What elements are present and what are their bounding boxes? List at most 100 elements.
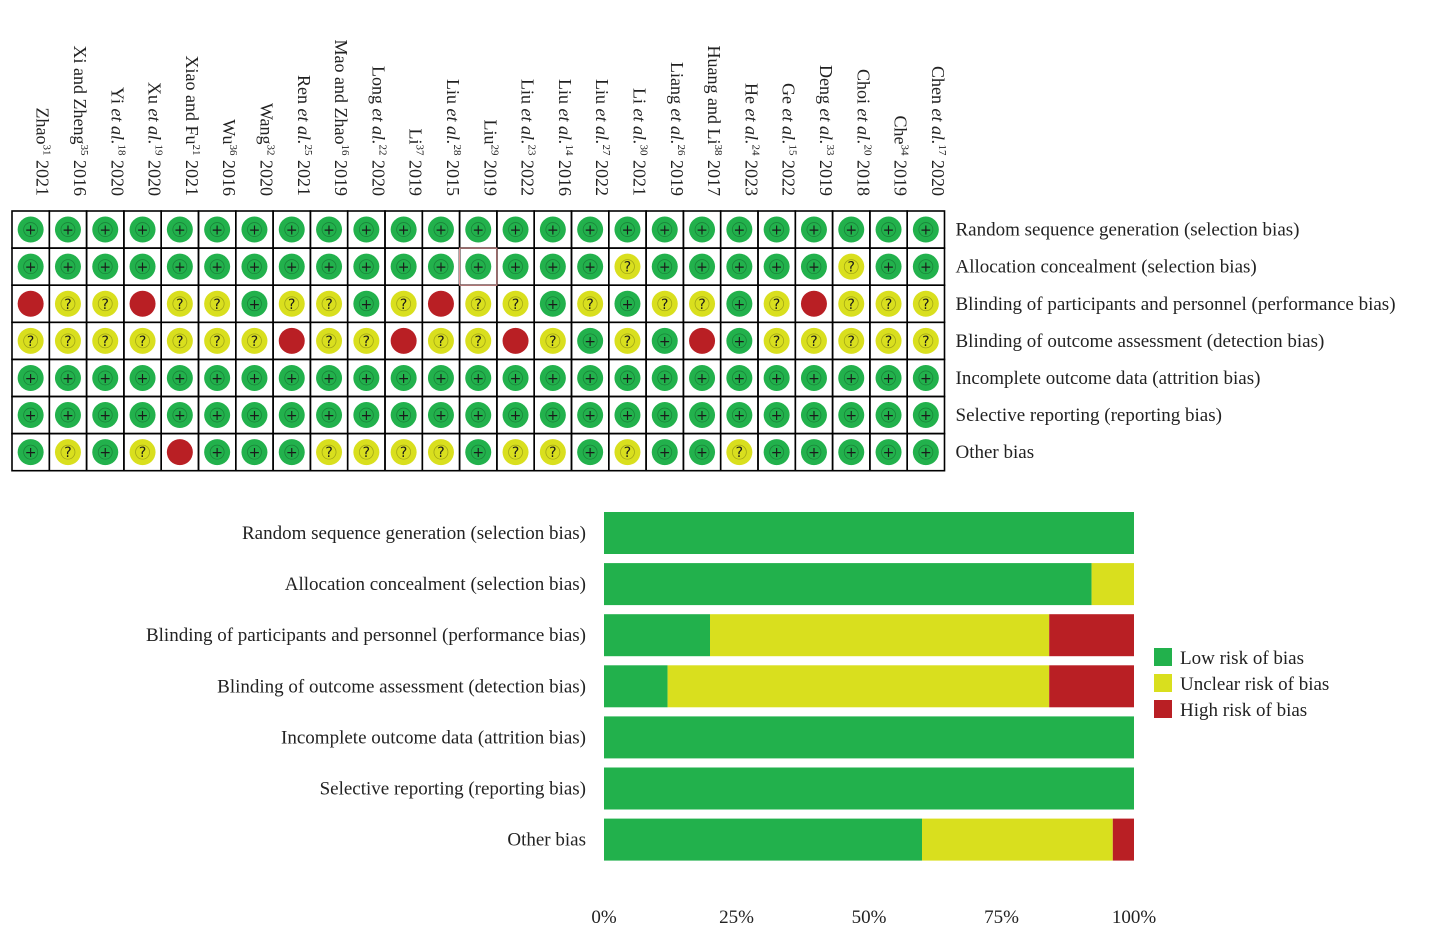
dot-ring	[731, 370, 747, 386]
low-risk-dot: +	[726, 290, 753, 317]
unclear-risk-dot: ?	[166, 327, 193, 354]
low-risk-dot: +	[875, 253, 902, 280]
low-risk-dot-circle	[92, 253, 119, 280]
low-risk-dot: +	[726, 216, 753, 243]
bar-category-label: Selective reporting (reporting bias)	[320, 779, 586, 800]
plus-symbol: +	[547, 297, 559, 313]
unclear-risk-dot-circle	[763, 290, 790, 317]
plus-symbol: +	[249, 223, 261, 239]
question-symbol: ?	[102, 334, 109, 350]
unclear-risk-dot: ?	[539, 439, 566, 466]
low-risk-dot-circle	[92, 402, 119, 429]
dot-ring	[396, 296, 412, 312]
unclear-risk-dot-circle	[502, 290, 529, 317]
low-risk-dot-circle	[912, 216, 939, 243]
x-tick-label: 0%	[591, 907, 617, 928]
dot-ring	[172, 296, 188, 312]
low-risk-dot-circle	[689, 253, 716, 280]
low-risk-dot-circle	[204, 216, 231, 243]
dot-ring	[284, 407, 300, 423]
study-label: Huang and Li38 2017	[704, 46, 724, 196]
low-risk-dot: +	[353, 253, 380, 280]
study-label: Liang et al.26 2019	[667, 62, 687, 196]
low-risk-dot: +	[651, 439, 678, 466]
high-risk-dot	[17, 290, 44, 317]
unclear-risk-dot-circle	[316, 439, 343, 466]
plus-symbol: +	[733, 223, 745, 239]
plus-symbol: +	[845, 371, 857, 387]
low-risk-dot-circle	[241, 364, 268, 391]
dot-ring	[582, 333, 598, 349]
dot-ring	[881, 296, 896, 312]
low-risk-dot-circle	[129, 402, 156, 429]
low-risk-dot: +	[726, 364, 753, 391]
study-label: Zhao31 2021	[33, 108, 53, 196]
dot-ring	[321, 333, 337, 349]
low-risk-dot: +	[614, 290, 641, 317]
plus-symbol: +	[547, 223, 559, 239]
low-risk-dot: +	[92, 439, 119, 466]
low-risk-dot: +	[912, 439, 939, 466]
high-risk-dot-circle	[278, 327, 305, 354]
unclear-risk-dot-circle	[614, 253, 641, 280]
question-symbol: ?	[64, 445, 71, 461]
low-risk-dot: +	[166, 216, 193, 243]
dot-ring	[358, 222, 374, 237]
plus-symbol: +	[249, 371, 261, 387]
plus-symbol: +	[360, 260, 372, 276]
low-risk-dot: +	[800, 216, 827, 243]
low-risk-dot-circle	[17, 216, 44, 243]
low-risk-dot: +	[726, 402, 753, 429]
low-risk-dot: +	[17, 216, 44, 243]
low-risk-dot: +	[129, 253, 156, 280]
question-symbol: ?	[624, 445, 631, 461]
unclear-risk-dot-circle	[502, 439, 529, 466]
dot-ring	[620, 259, 635, 275]
dot-ring	[843, 444, 859, 460]
study-label: Xi and Zheng35 2016	[70, 46, 90, 196]
low-risk-dot: +	[651, 364, 678, 391]
low-risk-dot: +	[502, 216, 529, 243]
plus-symbol: +	[584, 260, 596, 276]
dot-ring	[97, 444, 113, 460]
low-risk-dot-circle	[465, 439, 492, 466]
dot-ring	[582, 296, 598, 312]
dot-ring	[694, 370, 710, 386]
unclear-risk-dot: ?	[390, 439, 417, 466]
dot-ring	[470, 296, 486, 312]
unclear-risk-dot-circle	[353, 327, 380, 354]
low-risk-dot: +	[539, 364, 566, 391]
dot-ring	[508, 407, 523, 423]
unclear-risk-dot-circle	[465, 327, 492, 354]
low-risk-dot: +	[241, 402, 268, 429]
high-risk-dot-circle	[689, 327, 716, 354]
dot-ring	[694, 296, 710, 312]
plus-symbol: +	[286, 371, 298, 387]
plus-symbol: +	[249, 297, 261, 313]
low-risk-dot: +	[912, 216, 939, 243]
unclear-risk-dot: ?	[129, 439, 156, 466]
question-symbol: ?	[549, 334, 556, 350]
dot-ring	[247, 407, 262, 423]
plus-symbol: +	[174, 260, 186, 276]
unclear-risk-dot: ?	[763, 327, 790, 354]
high-risk-dot-circle	[800, 290, 827, 317]
question-symbol: ?	[64, 334, 71, 350]
plus-symbol: +	[62, 371, 74, 387]
dot-ring	[806, 407, 822, 423]
study-label: Mao and Zhao16 2019	[331, 40, 351, 196]
low-risk-dot-circle	[800, 216, 827, 243]
dot-ring	[433, 407, 449, 423]
question-symbol: ?	[475, 297, 482, 313]
unclear-risk-dot: ?	[390, 290, 417, 317]
dot-ring	[470, 407, 486, 423]
low-risk-dot: +	[614, 216, 641, 243]
dot-ring	[209, 407, 225, 423]
low-risk-dot-circle	[689, 402, 716, 429]
dot-ring	[396, 222, 412, 237]
dot-ring	[918, 333, 934, 349]
low-risk-dot-circle	[763, 402, 790, 429]
low-risk-dot: +	[614, 364, 641, 391]
plus-symbol: +	[398, 408, 410, 424]
dot-ring	[209, 444, 225, 460]
